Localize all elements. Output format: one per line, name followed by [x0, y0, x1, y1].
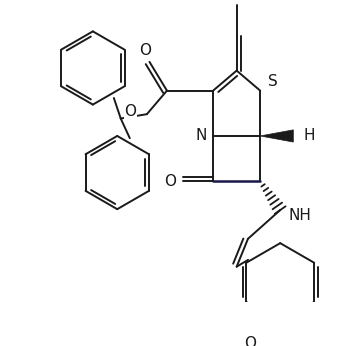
Text: O: O	[244, 336, 257, 346]
Text: O: O	[139, 43, 151, 58]
Text: O: O	[125, 104, 136, 119]
Polygon shape	[260, 130, 293, 142]
Text: S: S	[267, 74, 277, 89]
Text: H: H	[304, 128, 315, 144]
Text: N: N	[195, 128, 207, 144]
Text: NH: NH	[289, 208, 312, 223]
Text: O: O	[165, 174, 176, 189]
